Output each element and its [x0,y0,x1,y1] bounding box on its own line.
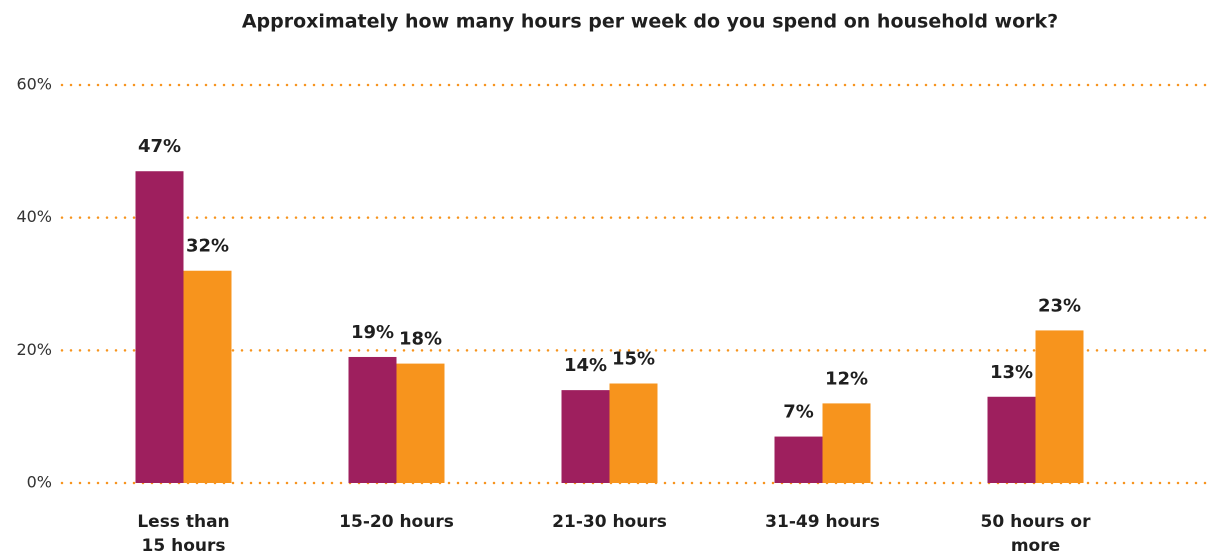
data-label: 19% [351,322,394,343]
x-tick-label-box: Less than 15 hours [137,512,230,556]
bar [1035,330,1084,483]
bar [774,436,823,483]
y-tick-label: 0% [27,473,52,492]
bar [348,356,397,483]
x-tick-label: 50 hours or more [980,512,1091,556]
data-label: 12% [825,368,868,389]
x-tick-label: 15-20 hours [339,512,454,532]
data-label: 7% [783,402,814,423]
bar [135,171,184,483]
bar [987,396,1036,483]
data-label: 47% [138,136,181,157]
bar [609,383,658,483]
data-label: 15% [612,349,655,370]
y-tick-label: 20% [16,340,52,359]
x-tick-label-box: 21-30 hours [552,512,667,532]
y-tick-label: 40% [16,207,52,226]
x-tick-label-box: 31-49 hours [765,512,880,532]
bar [396,363,445,483]
x-tick-label: 21-30 hours [552,512,667,532]
data-label: 13% [990,362,1033,383]
bar [822,403,871,483]
data-label: 23% [1038,295,1081,316]
data-label: 18% [399,329,442,350]
x-tick-label-box: 15-20 hours [339,512,454,532]
data-label: 14% [564,355,607,376]
x-tick-label-box: 50 hours or more [980,512,1091,556]
y-tick-label: 60% [16,75,52,94]
x-tick-label: 31-49 hours [765,512,880,532]
x-tick-label: Less than 15 hours [137,512,230,556]
bar [183,270,232,483]
bar [561,390,610,483]
chart-title: Approximately how many hours per week do… [242,11,1058,33]
data-label: 32% [186,236,229,257]
